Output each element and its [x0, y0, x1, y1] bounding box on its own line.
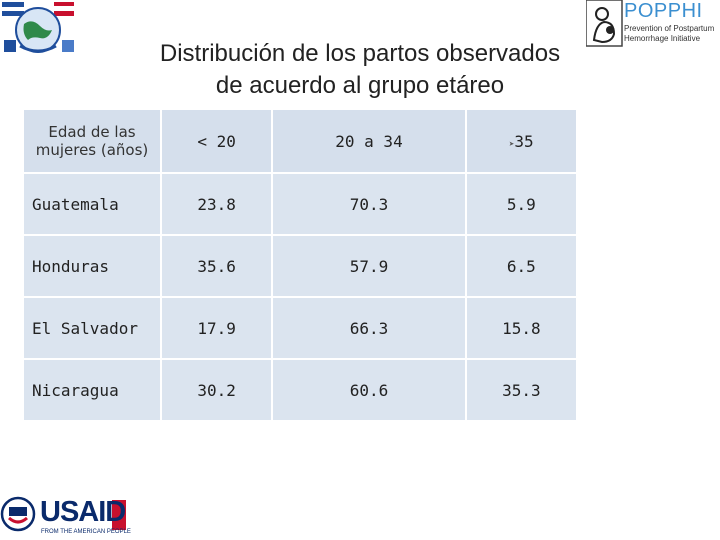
value-cell: 60.6 [273, 360, 465, 420]
table-row: Guatemala 23.8 70.3 5.9 [24, 174, 576, 234]
flag-icon [4, 40, 16, 52]
slide-title: Distribución de los partos observados de… [60, 38, 660, 102]
value-cell: 66.3 [273, 298, 465, 358]
value-cell: 5.9 [466, 174, 576, 234]
table-row: El Salvador 17.9 66.3 15.8 [24, 298, 576, 358]
value-cell: 23.8 [162, 174, 272, 234]
births-by-age-table: Edad de las mujeres (años) < 20 20 a 34 … [22, 108, 578, 422]
country-cell: Guatemala [24, 174, 160, 234]
usaid-seal-logo [0, 496, 36, 532]
table-row: Nicaragua 30.2 60.6 35.3 [24, 360, 576, 420]
country-cell: Honduras [24, 236, 160, 296]
column-header: 20 a 34 [273, 110, 465, 172]
table-header-row: Edad de las mujeres (años) < 20 20 a 34 … [24, 110, 576, 172]
poppphi-mother-child-logo [586, 0, 623, 47]
column-header: < 20 [162, 110, 272, 172]
poppphi-logo-subtitle: Prevention of Postpartum Hemorrhage Init… [624, 24, 715, 43]
value-cell: 57.9 [273, 236, 465, 296]
country-cell: Nicaragua [24, 360, 160, 420]
arrow-bullet-icon: ➤ [508, 139, 515, 150]
usaid-logo-subtitle: FROM THE AMERICAN PEOPLE [41, 529, 131, 535]
slide-title-line1: Distribución de los partos observados [159, 40, 561, 67]
flag-icon [62, 40, 74, 52]
value-cell: 35.6 [162, 236, 272, 296]
column-header-label: 35 [514, 131, 534, 151]
usaid-accent-bar [112, 500, 126, 530]
column-header: ➤35 [466, 110, 576, 172]
usaid-logo-text: USAID [40, 496, 126, 528]
value-cell: 6.5 [466, 236, 576, 296]
value-cell: 15.8 [466, 298, 576, 358]
age-group-header: Edad de las mujeres (años) [24, 110, 160, 172]
poppphi-logo-text: POPPHI [624, 0, 703, 22]
value-cell: 70.3 [273, 174, 465, 234]
value-cell: 30.2 [162, 360, 272, 420]
table-row: Honduras 35.6 57.9 6.5 [24, 236, 576, 296]
value-cell: 17.9 [162, 298, 272, 358]
central-america-emblem-logo [2, 2, 74, 53]
country-cell: El Salvador [24, 298, 160, 358]
slide-title-line2: de acuerdo al grupo etáreo [215, 72, 505, 99]
value-cell: 35.3 [466, 360, 576, 420]
